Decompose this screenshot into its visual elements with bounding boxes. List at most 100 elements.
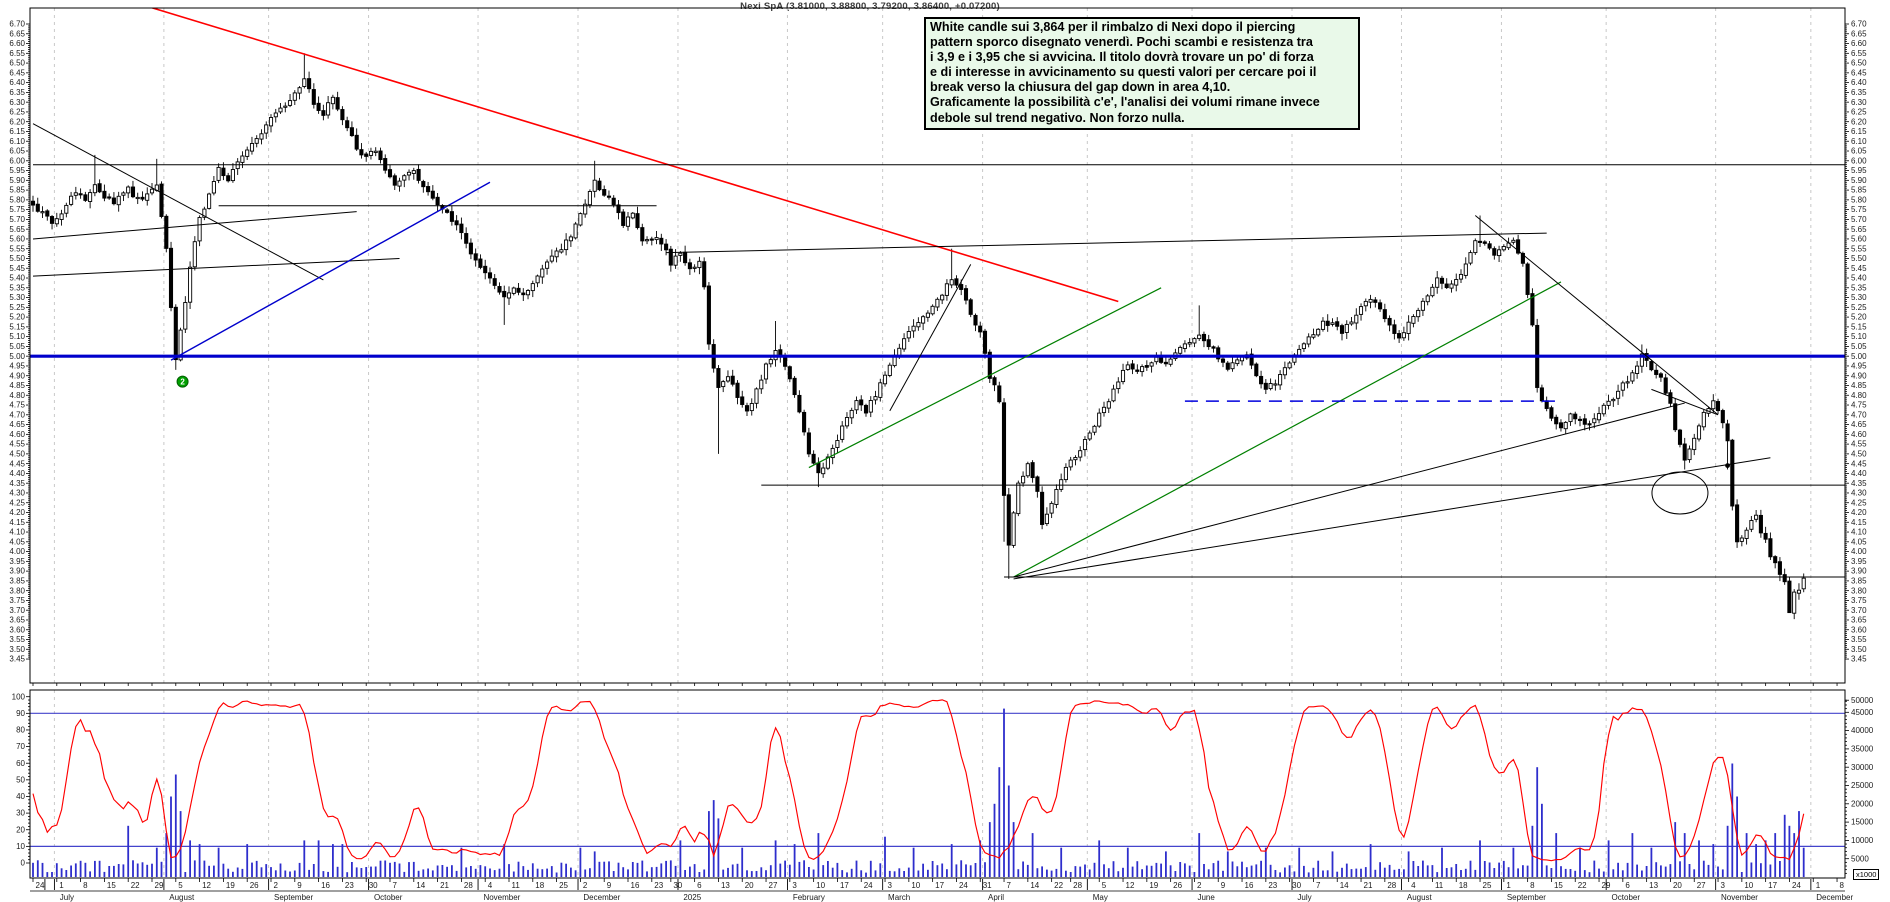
svg-text:11: 11 xyxy=(512,881,521,890)
volume-multiplier-label: x1000 xyxy=(1853,869,1880,880)
analyst-annotation-box: White candle sui 3,864 per il rimbalzo d… xyxy=(924,17,1360,130)
svg-text:70: 70 xyxy=(16,742,25,751)
svg-text:6.45: 6.45 xyxy=(9,68,25,77)
svg-text:6: 6 xyxy=(697,881,702,890)
svg-text:50000: 50000 xyxy=(1851,696,1874,705)
svg-text:5.75: 5.75 xyxy=(9,205,25,214)
svg-text:4.30: 4.30 xyxy=(1851,489,1867,498)
svg-text:4.50: 4.50 xyxy=(9,449,25,458)
svg-text:6.70: 6.70 xyxy=(9,20,25,29)
svg-text:1: 1 xyxy=(1816,881,1821,890)
svg-text:30: 30 xyxy=(1292,881,1301,890)
svg-text:30: 30 xyxy=(16,809,25,818)
svg-text:13: 13 xyxy=(1649,881,1658,890)
svg-text:4.40: 4.40 xyxy=(9,469,25,478)
svg-text:100: 100 xyxy=(12,692,26,701)
svg-text:6.10: 6.10 xyxy=(9,137,25,146)
svg-text:June: June xyxy=(1197,893,1215,902)
svg-text:3.50: 3.50 xyxy=(1851,645,1867,654)
svg-text:5.15: 5.15 xyxy=(1851,322,1867,331)
svg-text:September: September xyxy=(274,893,313,902)
svg-text:29: 29 xyxy=(1602,881,1611,890)
trendlines-layer xyxy=(30,8,1845,580)
svg-text:6.05: 6.05 xyxy=(9,147,25,156)
svg-text:4.25: 4.25 xyxy=(9,498,25,507)
svg-text:5.65: 5.65 xyxy=(9,225,25,234)
svg-text:8: 8 xyxy=(1530,881,1535,890)
svg-text:5.30: 5.30 xyxy=(1851,293,1867,302)
svg-text:16: 16 xyxy=(631,881,640,890)
svg-text:2025: 2025 xyxy=(683,893,701,902)
svg-text:6.20: 6.20 xyxy=(1851,117,1867,126)
svg-text:5: 5 xyxy=(1102,881,1107,890)
svg-text:7: 7 xyxy=(393,881,398,890)
svg-text:3.55: 3.55 xyxy=(1851,635,1867,644)
svg-text:4.45: 4.45 xyxy=(1851,459,1867,468)
svg-text:5.90: 5.90 xyxy=(1851,176,1867,185)
svg-text:30000: 30000 xyxy=(1851,763,1874,772)
svg-text:4.40: 4.40 xyxy=(1851,469,1867,478)
svg-text:4.30: 4.30 xyxy=(9,489,25,498)
svg-text:7: 7 xyxy=(1007,881,1012,890)
svg-text:4.35: 4.35 xyxy=(1851,479,1867,488)
svg-text:6.50: 6.50 xyxy=(1851,59,1867,68)
chart-title: Nexi SpA (3.81000, 3.88800, 3.79200, 3.8… xyxy=(740,1,1000,12)
svg-text:10: 10 xyxy=(16,842,25,851)
svg-text:5.45: 5.45 xyxy=(1851,264,1867,273)
svg-text:4.65: 4.65 xyxy=(9,420,25,429)
svg-text:4.80: 4.80 xyxy=(1851,391,1867,400)
svg-text:November: November xyxy=(1721,893,1758,902)
svg-text:9: 9 xyxy=(297,881,302,890)
svg-text:4.05: 4.05 xyxy=(9,537,25,546)
svg-text:17: 17 xyxy=(1768,881,1777,890)
svg-text:15: 15 xyxy=(107,881,116,890)
svg-text:4.20: 4.20 xyxy=(1851,508,1867,517)
svg-text:20: 20 xyxy=(1673,881,1682,890)
svg-text:3.80: 3.80 xyxy=(1851,586,1867,595)
svg-text:4.00: 4.00 xyxy=(1851,547,1867,556)
svg-text:9: 9 xyxy=(1221,881,1226,890)
svg-text:December: December xyxy=(1816,893,1853,902)
svg-text:3.70: 3.70 xyxy=(9,606,25,615)
axes-layer: 3.45 3.453.50 3.503.55 3.553.60 3.603.65 3.65… xyxy=(9,7,1874,902)
svg-text:6.60: 6.60 xyxy=(9,39,25,48)
svg-text:23: 23 xyxy=(654,881,663,890)
svg-text:4.90: 4.90 xyxy=(1851,371,1867,380)
svg-text:25000: 25000 xyxy=(1851,781,1874,790)
svg-text:23: 23 xyxy=(345,881,354,890)
annotation-line: e di interesse in avvicinamento su quest… xyxy=(930,65,1317,80)
svg-text:20: 20 xyxy=(745,881,754,890)
svg-text:3: 3 xyxy=(1721,881,1726,890)
svg-text:6.25: 6.25 xyxy=(1851,108,1867,117)
svg-text:3: 3 xyxy=(792,881,797,890)
svg-text:5.35: 5.35 xyxy=(1851,283,1867,292)
svg-text:4.20: 4.20 xyxy=(9,508,25,517)
svg-text:30: 30 xyxy=(673,881,682,890)
svg-text:5.00: 5.00 xyxy=(1851,352,1867,361)
svg-text:20000: 20000 xyxy=(1851,799,1874,808)
svg-text:6.65: 6.65 xyxy=(1851,29,1867,38)
svg-text:90: 90 xyxy=(16,709,25,718)
svg-text:6.30: 6.30 xyxy=(9,98,25,107)
candles-layer xyxy=(30,53,1806,620)
stochastic-line xyxy=(32,699,1805,862)
svg-text:5.45: 5.45 xyxy=(9,264,25,273)
svg-text:5.85: 5.85 xyxy=(9,186,25,195)
svg-text:6.30: 6.30 xyxy=(1851,98,1867,107)
svg-text:10: 10 xyxy=(911,881,920,890)
svg-text:July: July xyxy=(60,893,74,902)
svg-text:4.65: 4.65 xyxy=(1851,420,1867,429)
svg-text:6.15: 6.15 xyxy=(1851,127,1867,136)
svg-text:5.15: 5.15 xyxy=(9,322,25,331)
svg-text:24: 24 xyxy=(864,881,873,890)
svg-text:5.40: 5.40 xyxy=(1851,274,1867,283)
svg-text:5: 5 xyxy=(178,881,183,890)
svg-text:5.75: 5.75 xyxy=(1851,205,1867,214)
svg-text:5.05: 5.05 xyxy=(1851,342,1867,351)
svg-text:29: 29 xyxy=(155,881,164,890)
svg-text:6.00: 6.00 xyxy=(9,156,25,165)
annotation-line: debole sul trend negativo. Non forzo nul… xyxy=(930,110,1185,125)
svg-text:10: 10 xyxy=(816,881,825,890)
